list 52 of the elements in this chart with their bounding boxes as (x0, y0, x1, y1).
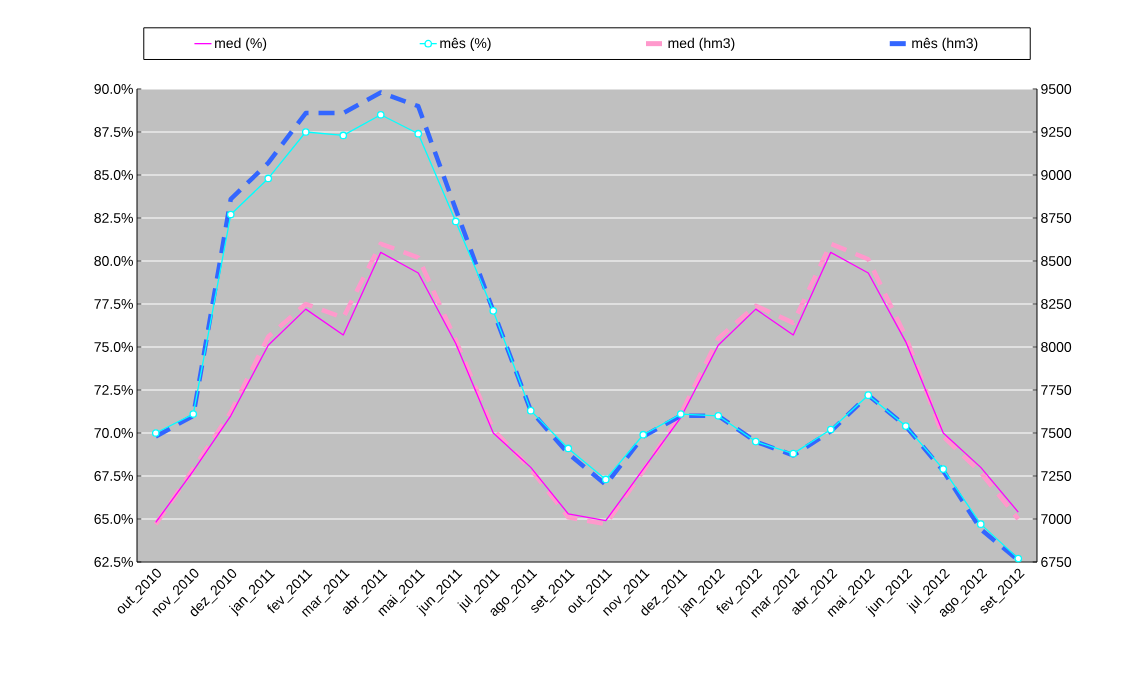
y2-tick-label: 9500 (1041, 84, 1072, 94)
point (564, 444, 573, 453)
y-tick-label: 70.0% (94, 428, 133, 438)
y-tick-label: 75.0% (94, 342, 133, 352)
y2-tick-label: 8000 (1041, 342, 1072, 352)
y2-tick-label: 6750 (1041, 557, 1072, 567)
point (901, 422, 910, 430)
y-tick-label: 80.0% (94, 256, 133, 266)
point (489, 307, 498, 315)
point (676, 410, 685, 418)
point (376, 110, 385, 119)
point (526, 406, 535, 415)
point (451, 217, 460, 226)
point (189, 410, 198, 418)
y2-tick-label: 7750 (1041, 385, 1072, 395)
y2-tick-label: 8250 (1041, 299, 1072, 309)
y-tick-label: 77.5% (94, 299, 133, 309)
point (264, 174, 273, 183)
point (1014, 554, 1023, 563)
legend-label: mês (hm3) (912, 37, 978, 51)
point (864, 391, 873, 399)
legend-label: med (%) (215, 37, 267, 51)
point (639, 430, 648, 439)
y2-tick-label: 9000 (1041, 170, 1072, 180)
y2-tick-label: 7250 (1041, 471, 1072, 481)
point (789, 449, 798, 458)
y-tick-label: 82.5% (94, 213, 133, 223)
point (151, 429, 160, 437)
y2-tick-label: 8500 (1041, 256, 1072, 266)
legend-label: med (hm3) (668, 37, 735, 51)
y2-tick-label: 7500 (1041, 428, 1072, 438)
y2-tick-label: 9250 (1041, 127, 1072, 137)
point (976, 520, 985, 528)
point (826, 425, 835, 434)
y-tick-label: 62.5% (94, 557, 133, 567)
point (226, 210, 235, 219)
y2-tick-label: 7000 (1041, 514, 1072, 524)
y-tick-label: 87.5% (94, 127, 133, 137)
point (714, 411, 723, 420)
y-tick-label: 65.0% (94, 514, 133, 524)
point (601, 475, 610, 484)
point (751, 437, 760, 446)
point (939, 465, 948, 473)
point (339, 131, 348, 140)
y-tick-label: 67.5% (94, 471, 133, 481)
y-tick-label: 72.5% (94, 385, 133, 395)
y2-tick-label: 8750 (1041, 213, 1072, 223)
y-tick-label: 85.0% (94, 170, 133, 180)
y-tick-label: 90.0% (94, 84, 133, 94)
legend-label: mês (%) (440, 37, 491, 51)
point (301, 128, 310, 136)
point (414, 129, 423, 138)
